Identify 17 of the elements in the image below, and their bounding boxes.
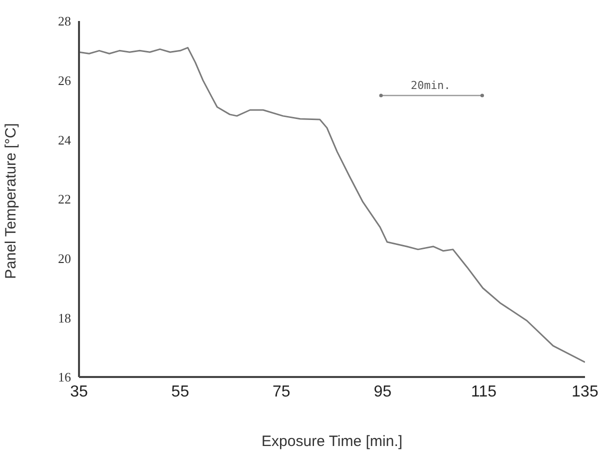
annotation: 20min. [410,79,452,92]
y-tick-label: 22 [58,192,71,207]
y-tick-label: 26 [58,72,72,88]
x-tick-label: 135 [572,383,598,400]
y-tick-label: 20 [58,250,71,266]
x-tick-label: 35 [70,383,88,400]
x-tick-label: 55 [171,383,190,400]
y-tick-label: 16 [58,370,72,385]
x-axis-title: Exposure Time [min.] [262,433,402,450]
x-tick-label: 115 [471,383,497,400]
line-series [79,46,585,363]
x-tick-label: 75 [272,383,290,400]
y-tick-label: 24 [58,132,72,148]
y-tick-label: 28 [58,14,71,29]
y-tick-label: 18 [58,310,71,326]
y-axis-title: Panel Temperature [°C] [2,123,20,279]
x-tick-label: 95 [374,383,392,400]
